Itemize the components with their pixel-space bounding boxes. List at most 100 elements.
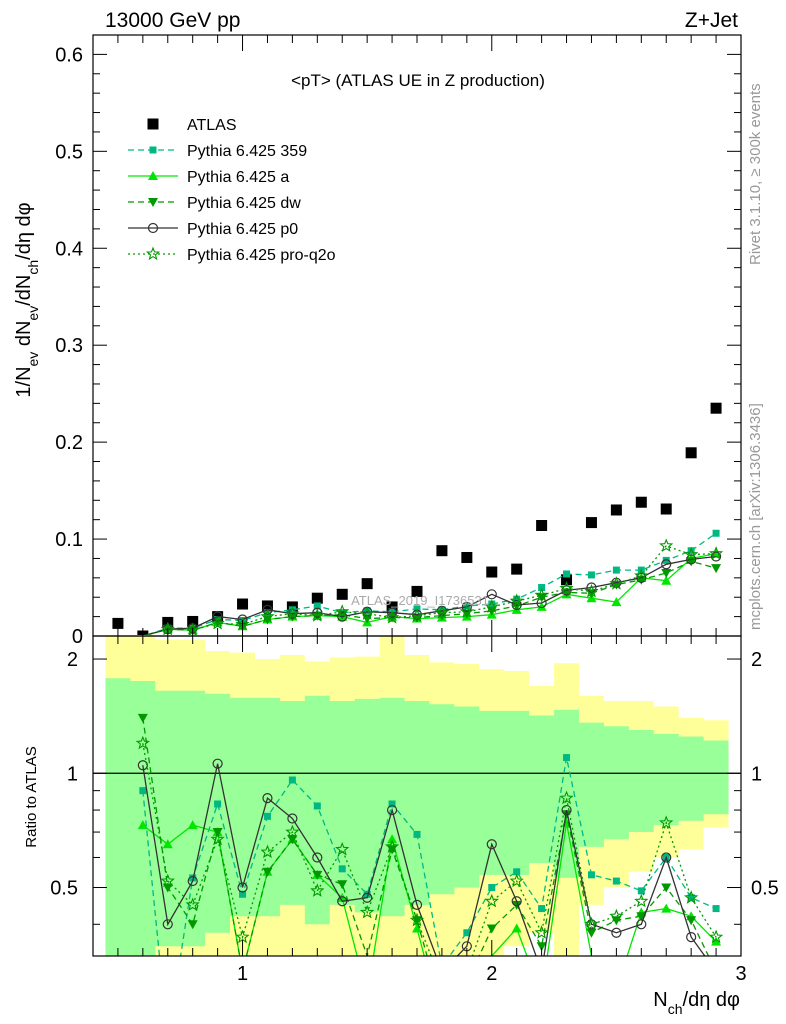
ratio-point-pythia-6-425-dw: [586, 928, 597, 938]
ratio-point-pythia-6-425-p0: [411, 899, 423, 910]
data-point-pythia-6-425-pro-q2o: [509, 593, 524, 608]
data-point-pythia-6-425-pro-q2o: [384, 610, 400, 624]
legend-label: Pythia 6.425 a: [187, 169, 289, 186]
data-point-pythia-6-425-359: [712, 529, 720, 537]
data-point-atlas: [261, 600, 273, 612]
data-point-pythia-6-425-p0: [561, 585, 572, 596]
data-point-atlas: [511, 563, 523, 575]
data-point-pythia-6-425-359: [313, 602, 321, 610]
data-point-atlas: [237, 598, 249, 610]
data-point-pythia-6-425-359: [263, 609, 271, 617]
ratio-y-tick-label: 1: [67, 763, 78, 785]
data-point-atlas: [635, 496, 647, 508]
data-point-pythia-6-425-dw: [661, 568, 672, 578]
main-plot-title: <pT> (ATLAS UE in Z production): [291, 71, 545, 90]
data-point-pythia-6-425-pro-q2o: [310, 608, 325, 622]
main-y-tick-label: 0.5: [55, 141, 83, 163]
ratio-point-pythia-6-425-a: [162, 839, 173, 849]
ratio-point-pythia-6-425-dw: [312, 870, 323, 880]
ratio-point-pythia-6-425-a: [661, 903, 672, 913]
data-point-pythia-6-425-p0: [386, 607, 398, 618]
ratio-point-pythia-6-425-pro-q2o: [210, 831, 225, 846]
main-y-tick-label: 0.4: [55, 238, 83, 260]
ratio-point-pythia-6-425-p0: [137, 760, 148, 771]
main-y-tick-label: 0.1: [55, 529, 83, 551]
legend-marker: [149, 146, 157, 154]
data-point-pythia-6-425-dw: [711, 564, 722, 574]
legend-label: Pythia 6.425 p0: [187, 221, 298, 238]
ratio-point-pythia-6-425-pro-q2o: [559, 790, 574, 805]
ratio-point-pythia-6-425-pro-q2o: [384, 839, 400, 853]
data-point-pythia-6-425-pro-q2o: [434, 605, 450, 619]
ratio-point-pythia-6-425-a: [511, 923, 522, 933]
data-point-pythia-6-425-359: [513, 595, 521, 603]
ratio-point-pythia-6-425-dw: [686, 916, 697, 926]
ratio-point-pythia-6-425-359: [189, 874, 197, 882]
ratio-point-pythia-6-425-359: [612, 877, 620, 885]
legend-item-pythia-6-425-359: Pythia 6.425 359: [128, 143, 307, 160]
data-point-pythia-6-425-p0: [212, 611, 223, 622]
main-y-axis-label: 1/Nev dNev/dNch/dη dφ: [13, 202, 41, 397]
ratio-point-pythia-6-425-359: [338, 865, 346, 873]
data-point-atlas: [710, 402, 722, 414]
ratio-point-pythia-6-425-a: [412, 923, 422, 933]
legend-label: Pythia 6.425 pro-q2o: [187, 247, 336, 264]
data-point-pythia-6-425-359: [363, 607, 371, 615]
data-point-atlas: [461, 551, 473, 563]
ratio-point-pythia-6-425-p0: [511, 896, 522, 907]
legend-marker: [147, 222, 159, 234]
ratio-point-pythia-6-425-359: [363, 890, 371, 898]
data-point-atlas: [112, 617, 124, 629]
ratio-point-pythia-6-425-359: [513, 868, 521, 876]
main-y-tick-label: 0.6: [55, 44, 83, 66]
ratio-point-pythia-6-425-359: [413, 830, 421, 838]
legend-marker: [148, 171, 158, 180]
ratio-series-pythia-6-425-p0: [137, 758, 706, 956]
ratio-point-pythia-6-425-p0: [162, 919, 173, 930]
ratio-point-pythia-6-425-pro-q2o: [359, 904, 375, 919]
data-point-atlas: [685, 447, 697, 459]
ratio-point-pythia-6-425-359: [488, 884, 496, 892]
axis-tick-labels: 0 0.1 0.2 0.3 0.4 0.5 0.6 0.5 0.5 1 1 2 2 1 2 3: [50, 44, 779, 985]
ratio-line-pythia-6-425-dw: [142, 717, 710, 956]
ratio-point-pythia-6-425-359: [288, 776, 296, 784]
header-right: Z+Jet: [685, 9, 738, 32]
x-axis-label: Nch/dη dφ: [653, 989, 740, 1017]
data-point-pythia-6-425-p0: [661, 559, 672, 570]
data-point-pythia-6-425-pro-q2o: [559, 581, 574, 595]
ratio-point-pythia-6-425-p0: [362, 892, 373, 903]
ratio-y-axis-label: Ratio to ATLAS: [23, 746, 40, 847]
ratio-point-pythia-6-425-dw: [486, 924, 497, 934]
data-point-atlas: [660, 503, 672, 515]
data-point-pythia-6-425-359: [288, 606, 296, 614]
data-point-pythia-6-425-359: [612, 566, 620, 574]
ratio-point-pythia-6-425-359: [388, 800, 396, 808]
ratio-point-pythia-6-425-359: [637, 887, 645, 895]
x-tick-label: 2: [486, 963, 497, 985]
ratio-point-pythia-6-425-p0: [212, 758, 223, 769]
legend-marker: [145, 246, 161, 261]
ratio-point-pythia-6-425-dw: [337, 880, 348, 890]
legend-item-atlas: ATLAS: [147, 117, 237, 134]
data-point-pythia-6-425-359: [538, 584, 546, 592]
ratio-point-pythia-6-425-359: [214, 800, 222, 808]
data-point-pythia-6-425-p0: [686, 554, 697, 565]
ratio-point-pythia-6-425-pro-q2o: [683, 890, 699, 904]
data-point-atlas: [610, 504, 622, 516]
ratio-point-pythia-6-425-p0: [312, 852, 323, 863]
ratio-point-pythia-6-425-pro-q2o: [634, 893, 649, 908]
ratio-point-pythia-6-425-359: [687, 894, 695, 902]
legend-marker: [147, 118, 159, 130]
main-y-tick-label: 0.2: [55, 432, 83, 454]
ratio-y-tick-label-right: 2: [751, 649, 762, 671]
legend-item-pythia-6-425-p0: Pythia 6.425 p0: [128, 221, 298, 238]
data-point-pythia-6-425-359: [687, 547, 695, 555]
ratio-point-pythia-6-425-359: [139, 787, 147, 795]
ratio-point-pythia-6-425-dw: [262, 867, 273, 877]
data-point-pythia-6-425-pro-q2o: [260, 609, 275, 623]
ratio-point-pythia-6-425-pro-q2o: [584, 916, 599, 931]
data-point-atlas: [311, 592, 323, 604]
ratio-point-pythia-6-425-pro-q2o: [509, 873, 524, 888]
ratio-point-pythia-6-425-pro-q2o: [335, 841, 350, 856]
